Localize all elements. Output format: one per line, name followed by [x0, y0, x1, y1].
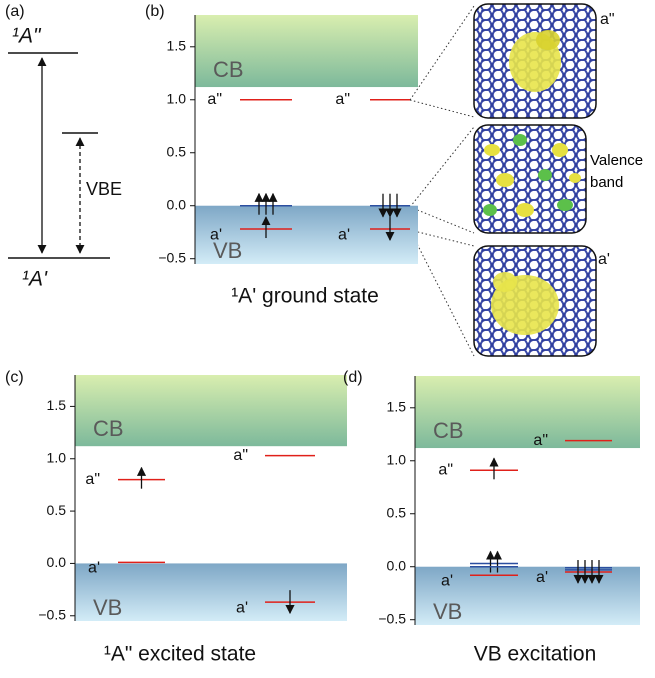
y-tick-label: 0.0 [167, 196, 187, 212]
level-label: a' [441, 572, 453, 589]
caption: ¹A' ground state [231, 285, 379, 308]
orbital-blob [536, 30, 560, 50]
cb-label: CB [93, 416, 124, 441]
caption: ¹A" excited state [104, 643, 256, 666]
y-tick-label: 0.5 [47, 502, 67, 518]
vb-label: VB [93, 595, 122, 620]
y-tick-label: 0.5 [167, 143, 187, 159]
inset-label: a' [598, 251, 610, 268]
level-label: a" [438, 462, 453, 479]
cb-label: CB [213, 57, 244, 82]
inset-label-box: Valence band [590, 150, 652, 198]
level-label: a" [335, 91, 350, 108]
panel-label: (a) [5, 3, 25, 20]
level-label: a" [233, 447, 248, 464]
inset-label: Valence band [590, 150, 652, 194]
y-tick-label: 0.0 [387, 557, 407, 573]
y-tick-label: 0.0 [47, 554, 67, 570]
y-tick-label: −0.5 [158, 249, 186, 265]
level-label: a' [338, 226, 350, 243]
panel-label: (b) [145, 3, 165, 20]
figure: (a) ¹A" VBE ¹A' a" Valence b [0, 0, 655, 673]
y-tick-label: −0.5 [38, 606, 66, 622]
level-label: a" [207, 91, 222, 108]
level-label: a" [533, 432, 548, 449]
state-label: ¹A' [22, 268, 48, 291]
caption: VB excitation [474, 643, 597, 666]
y-tick-label: 0.5 [387, 504, 407, 520]
inset-label: a" [600, 11, 615, 28]
cb-label: CB [433, 418, 464, 443]
y-tick-label: 1.0 [47, 449, 67, 465]
level-label: a' [88, 560, 100, 577]
panel-label: (c) [5, 369, 24, 386]
vb-label: VB [433, 599, 462, 624]
state-label: ¹A" [12, 25, 42, 48]
y-tick-label: 1.5 [387, 398, 407, 414]
y-tick-label: −0.5 [378, 610, 406, 626]
y-tick-label: 1.0 [387, 451, 407, 467]
y-tick-label: 1.5 [47, 397, 67, 413]
level-label: a' [236, 599, 248, 616]
y-tick-label: 1.0 [167, 90, 187, 106]
panel-label: (d) [343, 369, 363, 386]
connectors [410, 6, 474, 356]
level-label: a' [210, 226, 222, 243]
vbe-label: VBE [86, 179, 122, 199]
orbital-blob [493, 272, 517, 292]
level-label: a' [536, 569, 548, 586]
insets: a" Valence band a' [410, 4, 652, 356]
level-label: a" [85, 471, 100, 488]
y-tick-label: 1.5 [167, 37, 187, 53]
panel-a: (a) ¹A" VBE ¹A' [5, 3, 122, 290]
page: {"panels": [ {"label": "(a)", "upper": "… [0, 0, 655, 678]
